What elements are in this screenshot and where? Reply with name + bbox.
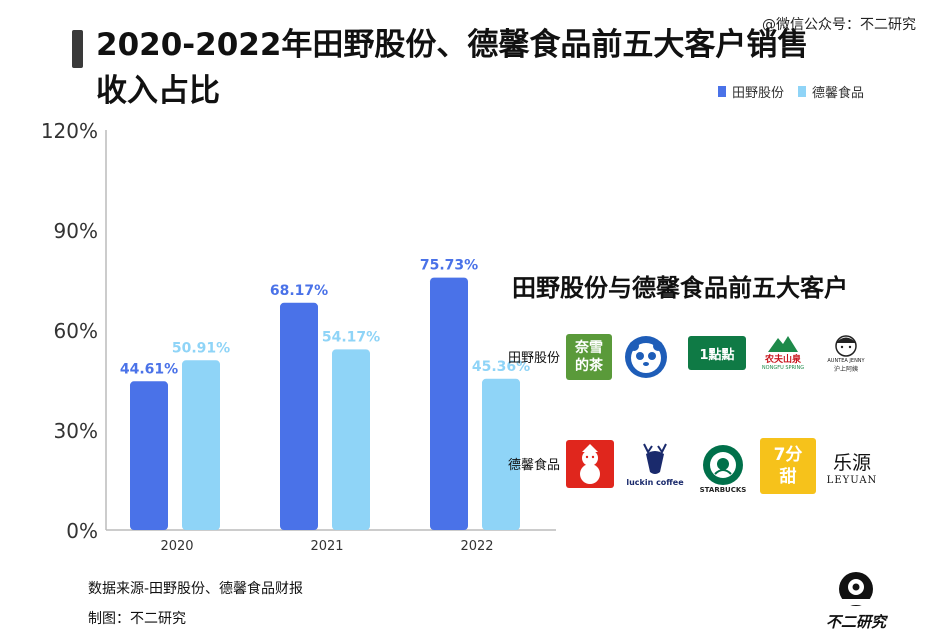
x-tick-label-2022: 2022 — [460, 539, 493, 554]
bar-tianye-2022 — [430, 277, 468, 530]
snowman-icon — [580, 444, 600, 484]
qifentian-logo-text: 7分甜 — [773, 445, 803, 487]
y-tick-label-1: 30% — [54, 419, 98, 443]
bar-tianye-2020 — [130, 381, 168, 530]
data-label-dexin-2022: 45.36% — [472, 359, 530, 375]
auntea-logo: AUNTEA JENNY 沪上阿姨 — [820, 330, 872, 376]
legend-label-tianye: 田野股份 — [732, 86, 785, 101]
deer-icon — [643, 443, 667, 474]
nayuki-logo-text: 奈雪的茶 — [575, 340, 603, 374]
legend-label-dexin: 德馨食品 — [812, 86, 865, 101]
mixue-logo — [566, 440, 614, 488]
y-tick-label-3: 90% — [54, 219, 98, 243]
luckin-logo-text: luckin coffee — [626, 477, 684, 487]
brand-mark-icon — [835, 569, 877, 609]
starbucks-logo-text: STARBUCKS — [699, 486, 747, 494]
y-tick-label-2: 60% — [54, 319, 98, 343]
brand-name: 不二研究 — [825, 613, 886, 631]
inset-title: 田野股份与德馨食品前五大客户 — [512, 274, 848, 302]
y-tick-label-4: 120% — [41, 119, 98, 143]
leyuan-logo: 乐源 LEYUAN — [824, 446, 880, 488]
panda-icon — [625, 336, 667, 378]
brand-logo: 不二研究 — [826, 569, 886, 632]
watermark-text: @微信公众号：不二研究 — [762, 17, 916, 33]
data-label-tianye-2020: 44.61% — [120, 361, 178, 377]
bar-dexin-2020 — [182, 360, 220, 530]
data-label-dexin-2020: 50.91% — [172, 340, 230, 356]
leyuan-logo-subtext: LEYUAN — [826, 475, 878, 486]
data-label-tianye-2021: 68.17% — [270, 283, 328, 299]
siren-icon — [703, 445, 743, 485]
data-label-tianye-2022: 75.73% — [420, 258, 478, 274]
chart-author: 制图：不二研究 — [88, 611, 186, 627]
yidiandian-logo-text: 1點點 — [699, 347, 735, 363]
luckin-logo: luckin coffee — [626, 436, 684, 492]
auntea-face-icon — [835, 334, 857, 357]
panda-logo — [622, 334, 670, 380]
y-tick-label-0: 0% — [66, 519, 98, 543]
chart-title: 2020-2022年田野股份、德馨食品前五大客户销售收入占比 — [96, 27, 809, 109]
x-tick-label-2020: 2020 — [160, 539, 193, 554]
starbucks-logo: STARBUCKS — [692, 442, 754, 496]
bar-dexin-2022 — [482, 378, 520, 530]
mountain-icon — [768, 335, 798, 352]
bar-tianye-2021 — [280, 302, 318, 530]
data-source: 数据来源-田野股份、德馨食品财报 — [88, 581, 304, 597]
data-label-dexin-2021: 54.17% — [322, 329, 380, 345]
nongfu-logo-text: 农夫山泉 — [764, 354, 801, 365]
row-label-dexin: 德馨食品 — [508, 458, 561, 473]
auntea-logo-text: AUNTEA JENNY — [827, 357, 865, 364]
legend-swatch-dexin — [798, 86, 807, 97]
qifentian-logo: 7分甜 — [760, 438, 816, 494]
bar-dexin-2021 — [332, 349, 370, 530]
legend-swatch-tianye — [718, 86, 726, 97]
nongfu-logo-subtext: NONGFU SPRING — [761, 364, 805, 371]
nayuki-logo: 奈雪的茶 — [566, 334, 612, 380]
legend-item-tianye: 田野股份 — [718, 82, 784, 101]
yidiandian-logo: 1點點 — [688, 336, 746, 370]
legend-item-dexin: 德馨食品 — [798, 82, 864, 101]
nongfu-logo: 农夫山泉 NONGFU SPRING — [760, 330, 806, 374]
title-accent-bar — [72, 30, 83, 68]
leyuan-logo-text: 乐源 — [832, 452, 871, 474]
x-tick-label-2021: 2021 — [310, 539, 343, 554]
legend: 田野股份 德馨食品 — [718, 82, 864, 101]
auntea-logo-subtext: 沪上阿姨 — [833, 365, 858, 373]
row-label-tianye: 田野股份 — [508, 351, 561, 366]
